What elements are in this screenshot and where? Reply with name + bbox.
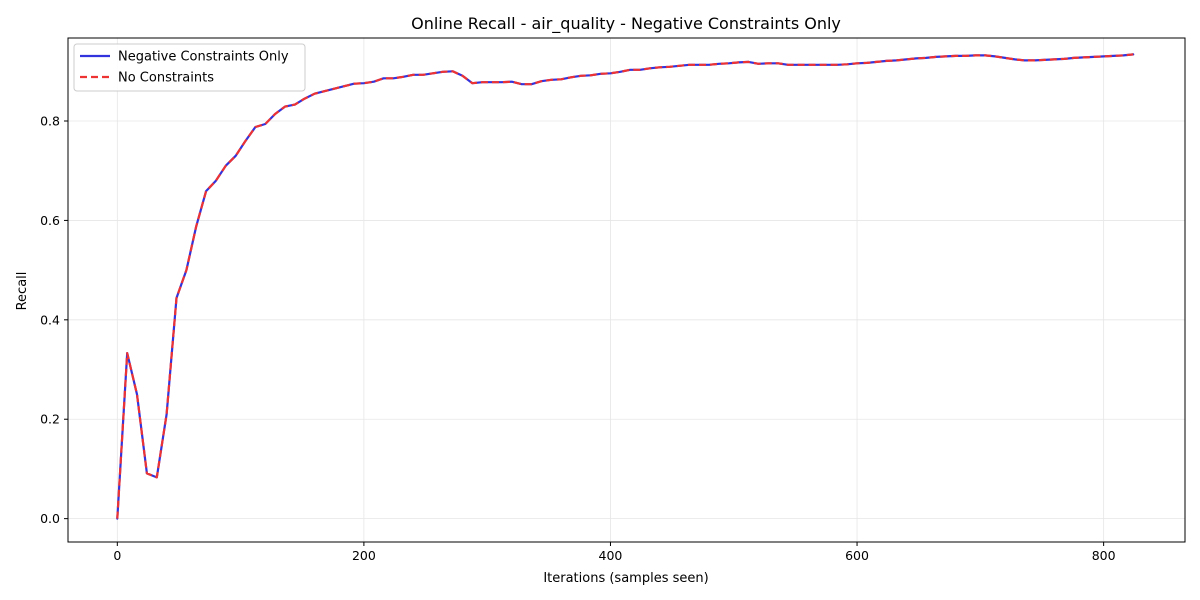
- x-tick-label: 400: [599, 548, 623, 563]
- y-tick-label: 0.2: [40, 412, 60, 427]
- legend: Negative Constraints Only No Constraints: [73, 43, 306, 92]
- y-tick-label: 0.8: [40, 114, 60, 129]
- y-tick-label: 0.0: [40, 511, 60, 526]
- x-tick-label: 200: [352, 548, 376, 563]
- y-axis-label: Recall: [15, 272, 30, 311]
- plot-frame: [67, 37, 1186, 543]
- series-layer: [116, 53, 1135, 520]
- x-axis-label: Iterations (samples seen): [543, 571, 708, 586]
- x-tick-label: 600: [845, 548, 869, 563]
- x-tick-label: 800: [1092, 548, 1116, 563]
- chart-title: Online Recall - air_quality - Negative C…: [411, 14, 841, 34]
- x-axis-ticks: 0 200 400 600 800: [113, 542, 1116, 563]
- x-tick-label: 0: [113, 548, 121, 563]
- y-tick-label: 0.6: [40, 213, 60, 228]
- grid: [68, 38, 1185, 542]
- y-tick-label: 0.4: [40, 312, 60, 327]
- y-axis-ticks: 0.0 0.2 0.4 0.6 0.8: [40, 114, 68, 526]
- series-line-no-constraints: [116, 53, 1134, 519]
- legend-label: No Constraints: [118, 71, 214, 86]
- legend-box: [73, 43, 306, 92]
- legend-label: Negative Constraints Only: [118, 50, 289, 65]
